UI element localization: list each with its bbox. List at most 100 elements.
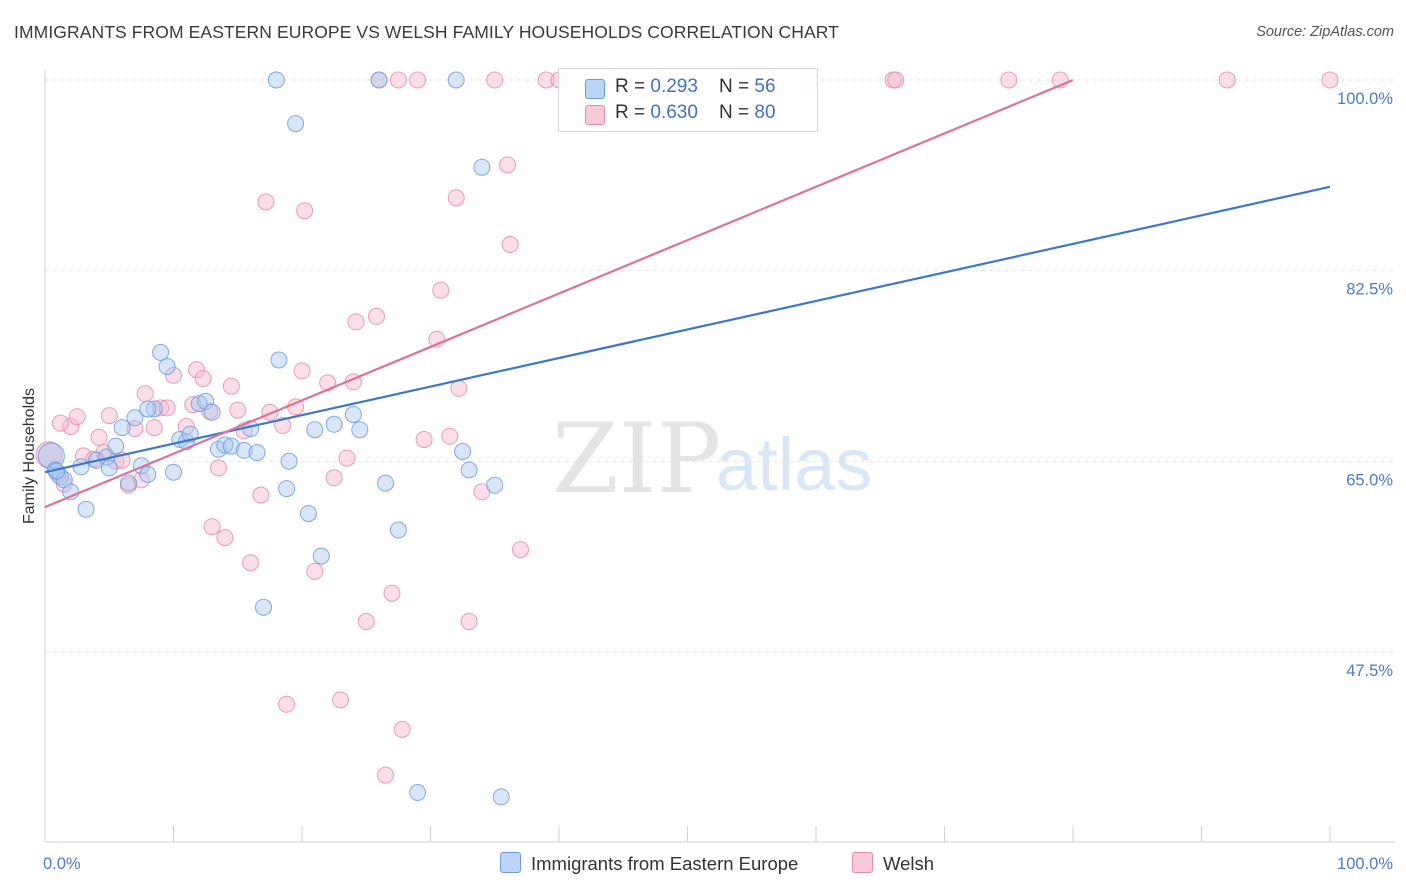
eastern-europe-point bbox=[389, 521, 407, 539]
welsh-point bbox=[210, 459, 227, 477]
welsh-point bbox=[51, 414, 69, 432]
legend-text-blue: R = 0.293 N = 56 bbox=[615, 76, 776, 98]
welsh-point bbox=[512, 541, 529, 559]
welsh-point bbox=[306, 562, 324, 580]
eastern-europe-point bbox=[377, 474, 394, 492]
welsh-point bbox=[432, 281, 450, 299]
eastern-europe-point bbox=[299, 505, 317, 523]
eastern-europe-point bbox=[460, 461, 478, 479]
eastern-europe-point bbox=[312, 547, 330, 565]
x-tick-label: 100.0% bbox=[1337, 855, 1393, 873]
eastern-europe-point bbox=[344, 406, 362, 423]
watermark-zip: ZIP bbox=[552, 403, 721, 515]
welsh-point bbox=[296, 202, 314, 220]
welsh-point bbox=[90, 428, 108, 446]
eastern-europe-point bbox=[306, 421, 324, 439]
eastern-europe-point bbox=[158, 358, 176, 375]
y-axis-label: Family Households bbox=[21, 388, 38, 524]
y-tick-label: 65.0% bbox=[1346, 471, 1393, 489]
r-value-pink: 0.630 bbox=[650, 102, 698, 123]
welsh-point bbox=[152, 399, 170, 417]
welsh-trend-line bbox=[44, 78, 1074, 509]
tick-labels: 100.0% 82.5% 65.0% 47.5% 0.0% 100.0% bbox=[43, 90, 1393, 873]
welsh-point bbox=[887, 71, 905, 89]
eastern-europe-trend-line bbox=[44, 185, 1331, 474]
watermark-atlas: atlas bbox=[716, 423, 872, 506]
welsh-point bbox=[389, 71, 407, 89]
r-value-blue: 0.293 bbox=[650, 76, 698, 97]
eastern-europe-point bbox=[351, 421, 369, 439]
welsh-point bbox=[165, 366, 182, 384]
eastern-europe-point bbox=[72, 458, 90, 476]
welsh-point bbox=[486, 71, 504, 89]
welsh-point bbox=[145, 419, 163, 437]
welsh-point bbox=[68, 408, 86, 426]
legend-swatch-pink bbox=[852, 852, 873, 873]
welsh-point bbox=[100, 407, 118, 425]
eastern-europe-point bbox=[278, 480, 296, 498]
eastern-europe-point bbox=[222, 437, 240, 455]
watermark: ZIP atlas bbox=[552, 403, 872, 515]
welsh-point bbox=[184, 396, 202, 414]
welsh-point bbox=[1000, 71, 1018, 89]
eastern-europe-point bbox=[370, 71, 388, 89]
welsh-point bbox=[1321, 71, 1339, 89]
welsh-point bbox=[216, 529, 234, 547]
welsh-point bbox=[252, 486, 270, 504]
trend-lines bbox=[44, 78, 1331, 509]
eastern-europe-point bbox=[203, 403, 221, 421]
welsh-point bbox=[293, 362, 311, 380]
eastern-europe-point bbox=[107, 437, 125, 455]
legend-item-welsh[interactable]: Welsh bbox=[852, 852, 934, 875]
welsh-point bbox=[415, 431, 433, 448]
welsh-point bbox=[537, 71, 555, 89]
eastern-europe-point bbox=[197, 392, 215, 410]
legend-label-welsh: Welsh bbox=[883, 853, 935, 874]
eastern-europe-point bbox=[492, 788, 510, 806]
eastern-europe-point bbox=[486, 476, 504, 494]
welsh-point bbox=[393, 720, 411, 738]
stats-legend: R = 0.293 N = 56 R = 0.630 N = 80 bbox=[558, 68, 818, 132]
welsh-point bbox=[368, 307, 385, 325]
eastern-europe-point bbox=[120, 474, 137, 492]
eastern-europe-point bbox=[100, 459, 118, 477]
y-tick-label: 82.5% bbox=[1346, 281, 1393, 299]
legend-item-eastern-europe[interactable]: Immigrants from Eastern Europe bbox=[500, 852, 798, 875]
n-label: N = bbox=[719, 102, 755, 123]
r-label: R = bbox=[615, 102, 651, 123]
eastern-europe-point bbox=[190, 395, 208, 413]
eastern-europe-point bbox=[165, 463, 182, 481]
legend-swatch-blue bbox=[500, 852, 521, 873]
welsh-point bbox=[357, 613, 375, 630]
welsh-point bbox=[447, 189, 465, 207]
eastern-europe-point bbox=[287, 115, 305, 133]
eastern-europe-point bbox=[235, 441, 253, 459]
legend-label-eastern-europe: Immigrants from Eastern Europe bbox=[531, 853, 799, 874]
welsh-point bbox=[158, 399, 176, 417]
welsh-point bbox=[450, 379, 468, 397]
eastern-europe-point bbox=[255, 598, 272, 616]
welsh-point bbox=[409, 71, 427, 89]
welsh-point bbox=[377, 766, 394, 784]
welsh-point bbox=[441, 427, 459, 445]
welsh-point bbox=[62, 418, 80, 435]
n-value-pink: 80 bbox=[754, 102, 776, 123]
n-value-blue: 56 bbox=[754, 76, 776, 97]
eastern-europe-points bbox=[37, 71, 510, 806]
legend-swatch-pink bbox=[585, 105, 605, 125]
welsh-point bbox=[325, 469, 343, 487]
chart-title: IMMIGRANTS FROM EASTERN EUROPE VS WELSH … bbox=[14, 22, 839, 42]
eastern-europe-point bbox=[447, 71, 465, 89]
welsh-point bbox=[222, 377, 240, 395]
welsh-point bbox=[338, 449, 356, 467]
welsh-point bbox=[136, 385, 154, 403]
eastern-europe-point bbox=[145, 400, 163, 418]
eastern-europe-point bbox=[139, 465, 157, 483]
welsh-point bbox=[257, 193, 275, 211]
welsh-point bbox=[229, 401, 247, 419]
eastern-europe-point bbox=[126, 409, 144, 427]
welsh-point bbox=[383, 584, 401, 602]
eastern-europe-point bbox=[113, 419, 131, 437]
eastern-europe-point bbox=[152, 343, 170, 361]
